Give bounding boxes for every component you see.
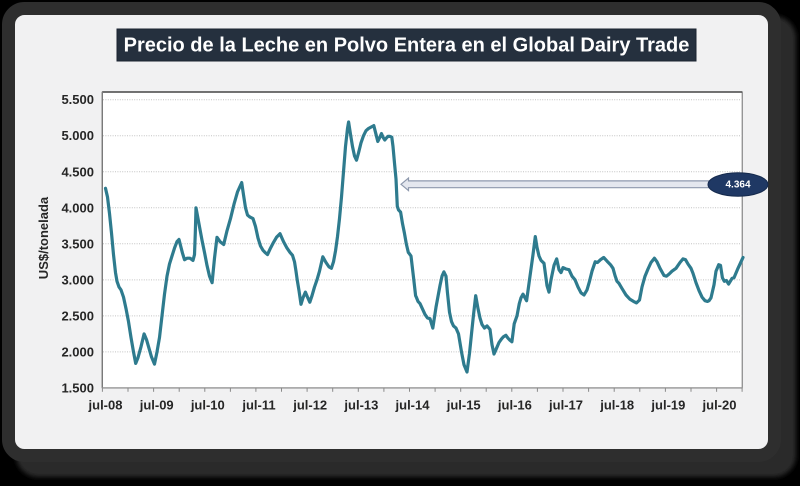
svg-text:jul-14: jul-14 (395, 398, 431, 413)
svg-text:Precio de la Leche en Polvo En: Precio de la Leche en Polvo Entera en el… (124, 35, 690, 57)
svg-text:5.000: 5.000 (61, 128, 94, 143)
svg-text:4.000: 4.000 (61, 200, 94, 215)
svg-text:jul-10: jul-10 (190, 398, 225, 413)
svg-text:jul-16: jul-16 (497, 398, 532, 413)
svg-text:jul-20: jul-20 (702, 398, 737, 413)
svg-text:5.500: 5.500 (61, 92, 94, 107)
svg-text:2.500: 2.500 (61, 308, 94, 323)
svg-text:4.364: 4.364 (725, 180, 750, 191)
svg-text:3.000: 3.000 (61, 272, 94, 287)
svg-text:4.500: 4.500 (61, 164, 94, 179)
svg-text:jul-19: jul-19 (650, 398, 685, 413)
svg-text:jul-12: jul-12 (292, 398, 327, 413)
svg-text:1.500: 1.500 (61, 380, 94, 395)
svg-text:3.500: 3.500 (61, 236, 94, 251)
svg-text:2.000: 2.000 (61, 344, 94, 359)
svg-text:US$/tonelada: US$/tonelada (36, 196, 51, 279)
svg-text:jul-08: jul-08 (88, 398, 123, 413)
svg-text:jul-09: jul-09 (139, 398, 174, 413)
svg-text:jul-17: jul-17 (548, 398, 583, 413)
svg-text:jul-13: jul-13 (343, 398, 378, 413)
svg-text:jul-11: jul-11 (241, 398, 275, 413)
svg-text:jul-15: jul-15 (446, 398, 481, 413)
svg-text:jul-18: jul-18 (599, 398, 634, 413)
